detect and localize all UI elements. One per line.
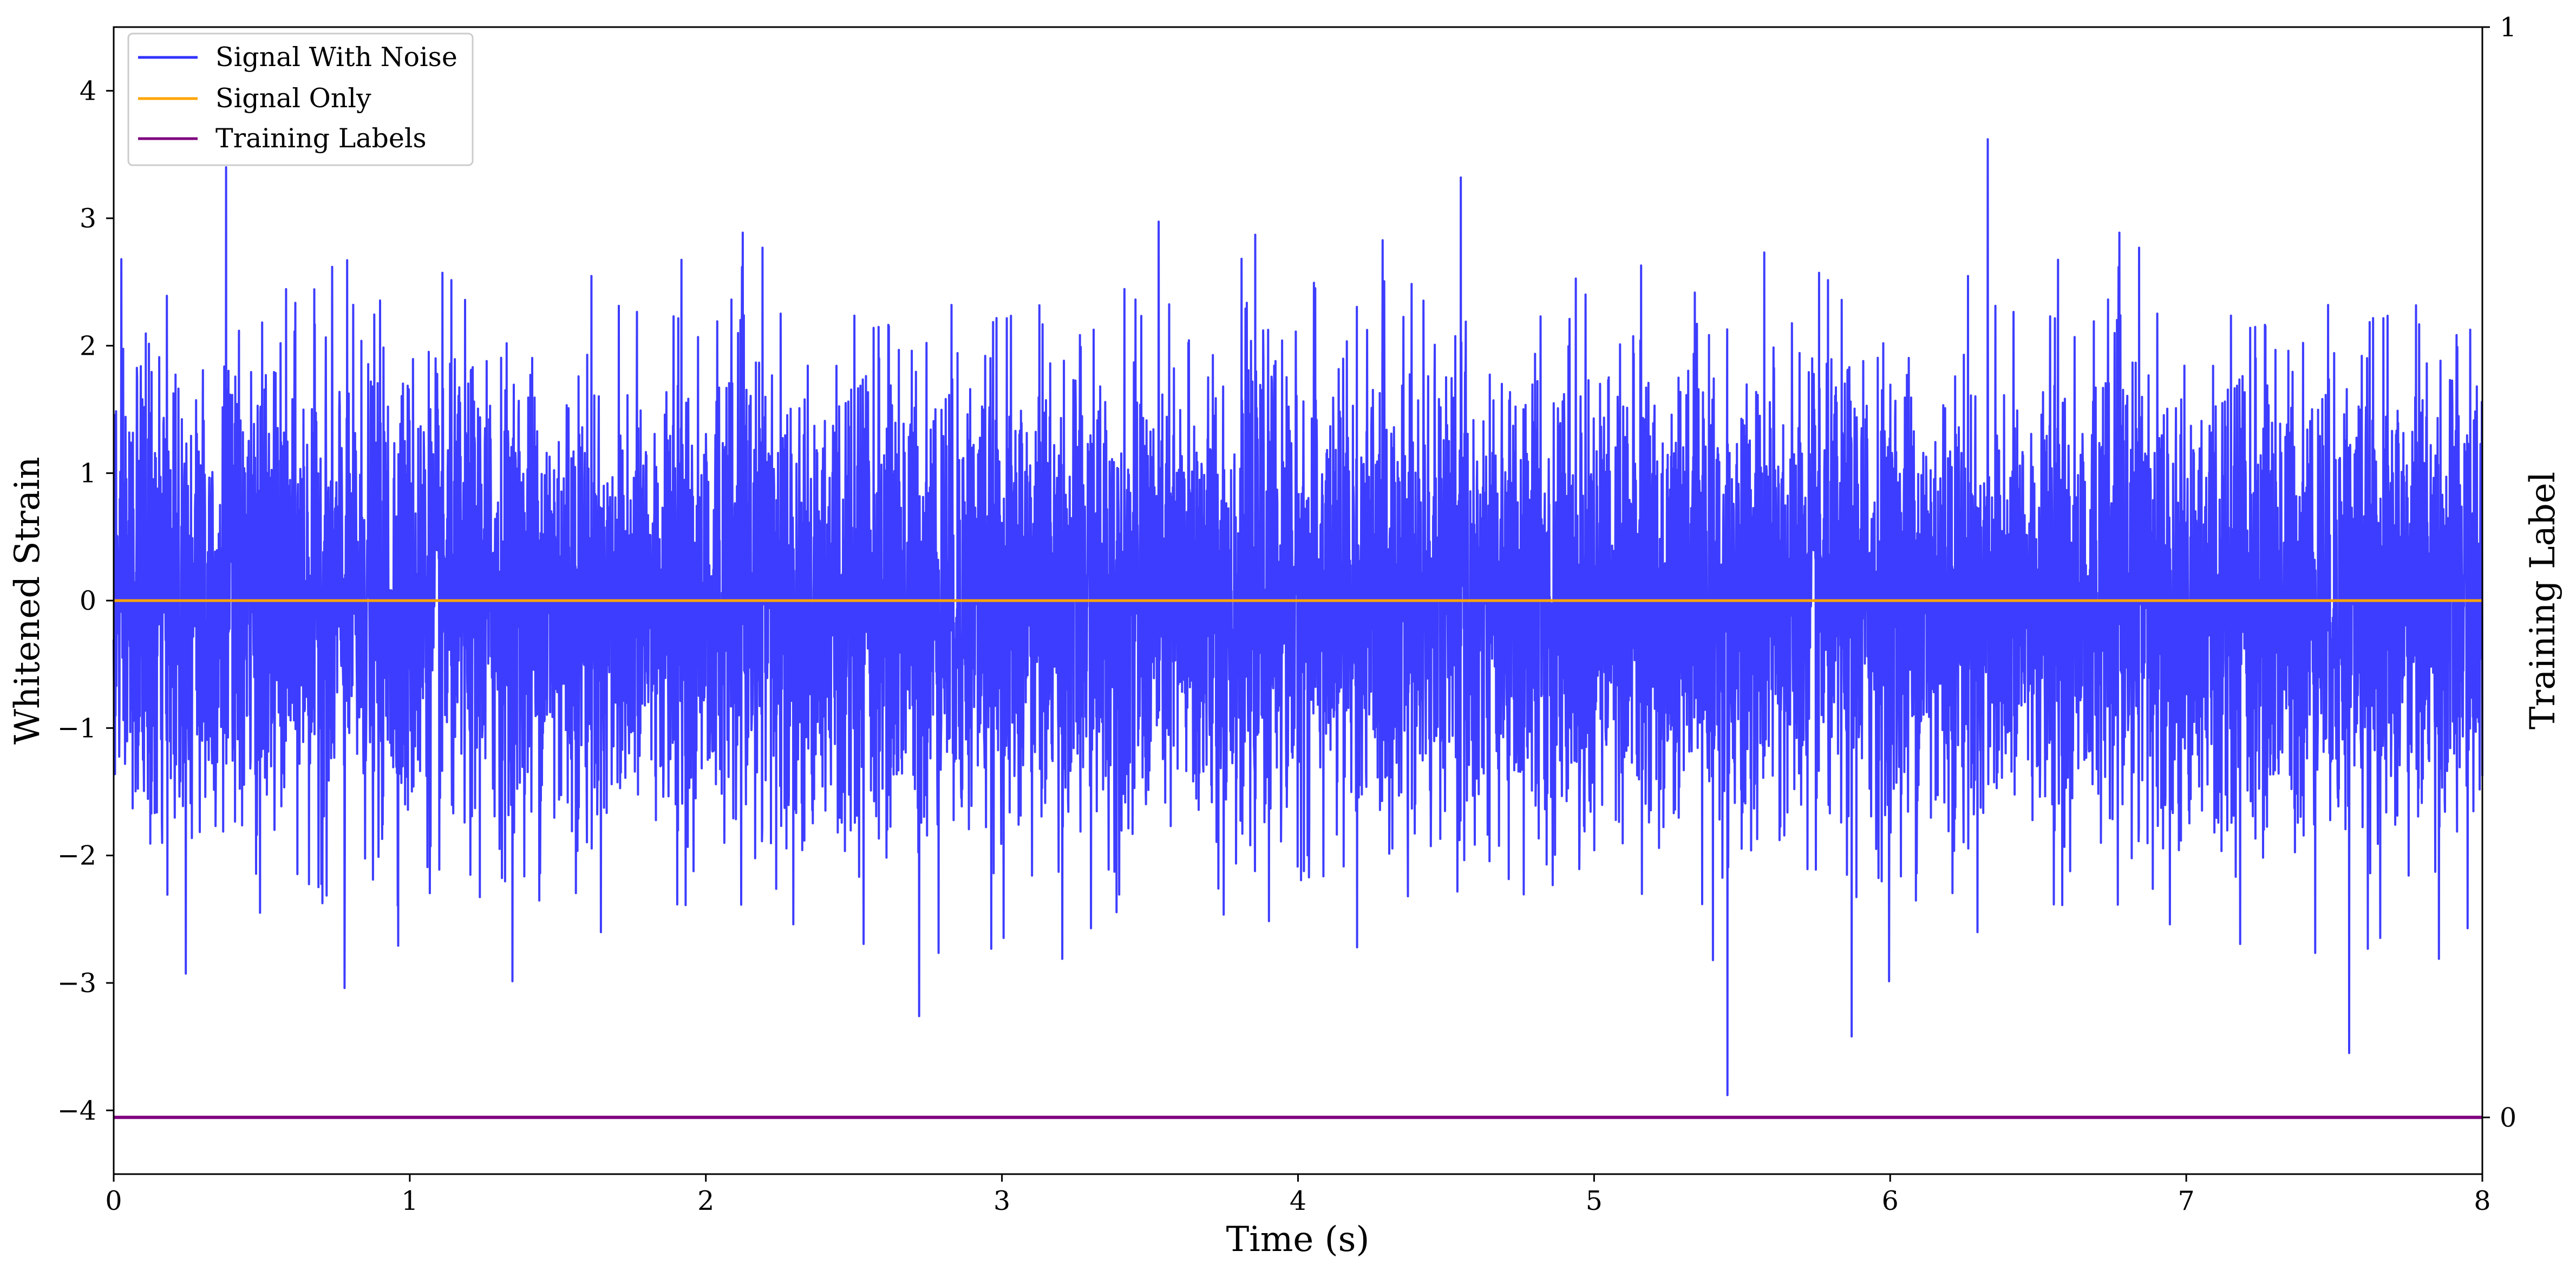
legend-label-training-labels: Training Labels [215, 123, 427, 154]
legend: Signal With Noise Signal Only Training L… [127, 32, 474, 166]
x-axis: 0 1 2 3 4 5 6 7 8 [105, 1174, 2491, 1216]
y-tick-label: −2 [57, 841, 96, 871]
series-layer [113, 138, 2483, 1119]
y-axis-left: −4 −3 −2 −1 0 1 2 3 4 [57, 76, 114, 1126]
x-tick-label: 6 [1882, 1185, 1899, 1216]
y-tick-label: −3 [57, 968, 96, 999]
x-tick-label: 4 [1290, 1185, 1306, 1216]
y-tick-label: −4 [57, 1095, 96, 1126]
y-axis-right: 01 [2482, 12, 2516, 1133]
x-tick-label: 5 [1586, 1185, 1603, 1216]
y2-tick-label: 1 [2500, 12, 2516, 43]
series-line-signal-with-noise [113, 138, 2483, 1097]
y-axis-right-title: Training Label [2523, 472, 2563, 729]
x-tick-label: 0 [105, 1185, 122, 1216]
legend-label-signal-with-noise: Signal With Noise [215, 42, 457, 73]
y-tick-label: 0 [80, 585, 96, 616]
y2-tick-label: 0 [2500, 1102, 2516, 1133]
legend-label-signal-only: Signal Only [215, 83, 371, 114]
x-tick-label: 1 [401, 1185, 418, 1216]
x-tick-label: 8 [2474, 1185, 2490, 1216]
y-axis-left-title: Whitened Strain [8, 457, 48, 744]
x-tick-label: 2 [697, 1185, 714, 1216]
y-tick-label: −1 [57, 713, 96, 744]
y-tick-label: 2 [80, 330, 96, 361]
y-tick-label: 3 [80, 203, 96, 234]
y-tick-label: 1 [80, 458, 96, 489]
x-tick-label: 3 [993, 1185, 1010, 1216]
x-tick-label: 7 [2178, 1185, 2195, 1216]
y-tick-label: 4 [80, 76, 96, 107]
legend-box [127, 32, 474, 166]
x-axis-title: Time (s) [1226, 1220, 1370, 1260]
